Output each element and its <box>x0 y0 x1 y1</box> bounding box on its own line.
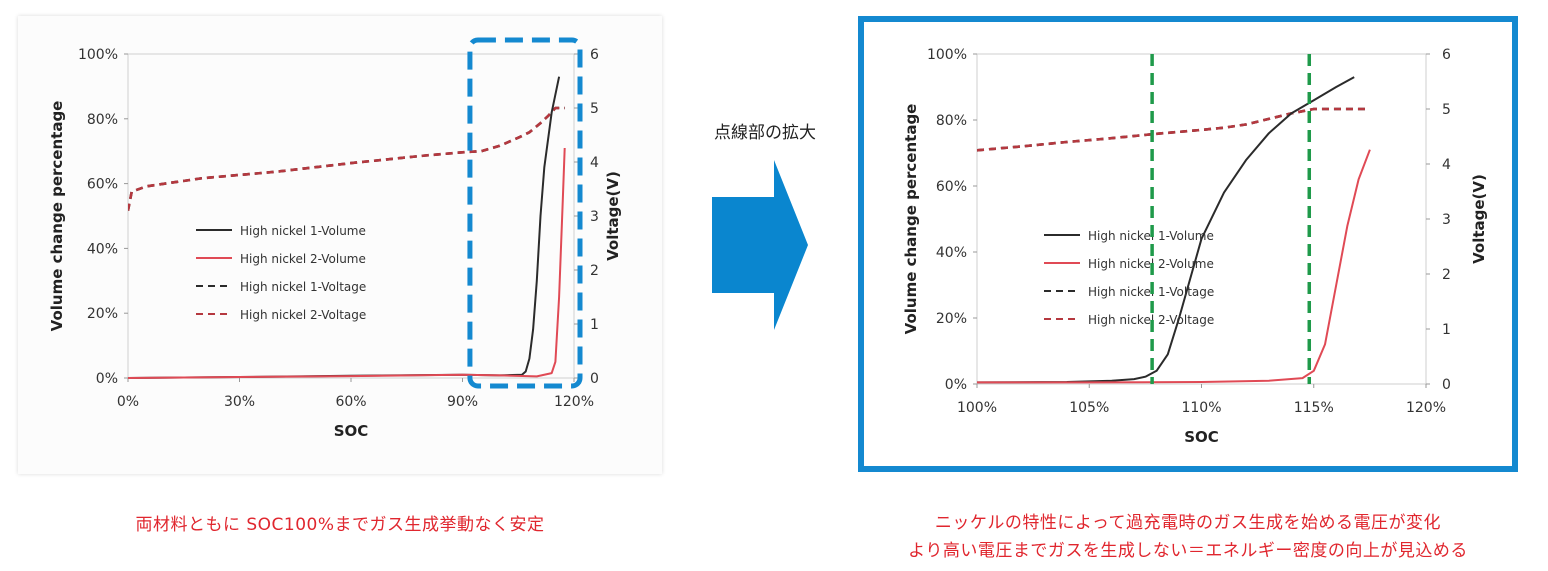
y2-tick-label: 6 <box>590 47 599 63</box>
y-tick-label: 0% <box>945 377 967 393</box>
caption-right-line2: より高い電圧までガスを生成しない＝エネルギー密度の向上が見込める <box>908 541 1468 561</box>
x-tick-label: 0% <box>117 394 139 410</box>
x-axis-title: SOC <box>1184 428 1219 446</box>
series-line-high-nickel-1-voltage <box>128 106 565 211</box>
highlight-dashed-box <box>467 37 583 389</box>
y2-tick-label: 1 <box>590 317 599 333</box>
x-tick-label: 60% <box>335 394 366 410</box>
y-tick-label: 40% <box>87 241 118 257</box>
zoom-label: 点線部の拡大 <box>714 123 816 143</box>
y2-tick-label: 3 <box>590 209 599 225</box>
legend-label: High nickel 1-Voltage <box>240 280 366 294</box>
x-axis-title: SOC <box>334 422 369 440</box>
legend-label: High nickel 1-Volume <box>240 224 366 238</box>
y-tick-label: 80% <box>936 113 967 129</box>
series-line-high-nickel-2-voltage <box>977 107 1370 152</box>
plot-frame <box>976 53 1427 385</box>
x-tick-label: 110% <box>1181 400 1221 416</box>
y-tick-label: 100% <box>78 47 118 63</box>
legend-label: High nickel 2-Voltage <box>240 308 366 322</box>
y2-axis-title: Voltage(V) <box>1470 174 1488 264</box>
series-line-high-nickel-2-volume <box>977 149 1371 384</box>
y-tick-label: 0% <box>96 371 118 387</box>
y-tick-label: 20% <box>936 311 967 327</box>
y2-tick-label: 0 <box>590 371 599 387</box>
y2-tick-label: 1 <box>1442 322 1451 338</box>
x-tick-label: 90% <box>447 394 478 410</box>
y-tick-label: 60% <box>936 179 967 195</box>
y-tick-label: 80% <box>87 112 118 128</box>
series-line-high-nickel-2-voltage <box>128 106 565 211</box>
y2-tick-label: 4 <box>1442 157 1451 173</box>
y2-tick-label: 5 <box>590 101 599 117</box>
y-tick-label: 100% <box>927 47 967 63</box>
legend-label: High nickel 2-Volume <box>240 252 366 266</box>
x-tick-label: 120% <box>554 394 594 410</box>
right-chart: 0% 20% 40% 60% 80% 100% 0 1 2 3 4 5 6 100% 105% 110% 115… <box>902 47 1488 446</box>
y2-tick-label: 2 <box>590 263 599 279</box>
x-tick-label: 115% <box>1294 400 1334 416</box>
y-tick-label: 60% <box>87 177 118 193</box>
y-axis-title: Volume change percentage <box>902 104 920 335</box>
left-chart-panel: 0% 20% 40% 60% 80% 100% 0 1 2 3 4 5 6 0% 30% 60% 90% 120%… <box>18 16 662 474</box>
x-tick-label: 30% <box>224 394 255 410</box>
y-axis-title: Volume change percentage <box>48 101 66 332</box>
y2-tick-label: 0 <box>1442 377 1451 393</box>
caption-right-line1: ニッケルの特性によって過充電時のガス生成を始める電圧が変化 <box>934 513 1442 533</box>
y2-tick-label: 2 <box>1442 267 1451 283</box>
y2-axis-title: Voltage(V) <box>604 171 622 261</box>
series-line-high-nickel-1-volume <box>977 76 1355 384</box>
x-tick-label: 105% <box>1069 400 1109 416</box>
x-tick-label: 120% <box>1406 400 1446 416</box>
y2-tick-label: 3 <box>1442 212 1451 228</box>
caption-left: 両材料ともに SOC100%までガス生成挙動なく安定 <box>135 515 545 535</box>
plot-frame <box>127 53 575 379</box>
y-tick-label: 20% <box>87 306 118 322</box>
y2-tick-label: 5 <box>1442 102 1451 118</box>
y2-tick-label: 6 <box>1442 47 1451 63</box>
series-line-high-nickel-2-volume <box>128 147 566 379</box>
x-tick-label: 100% <box>957 400 997 416</box>
right-arrow-icon <box>712 160 808 330</box>
right-chart-panel: 0% 20% 40% 60% 80% 100% 0 1 2 3 4 5 6 100% 105% 110% 115… <box>858 16 1518 472</box>
y-tick-label: 40% <box>936 245 967 261</box>
y2-tick-label: 4 <box>590 155 599 171</box>
